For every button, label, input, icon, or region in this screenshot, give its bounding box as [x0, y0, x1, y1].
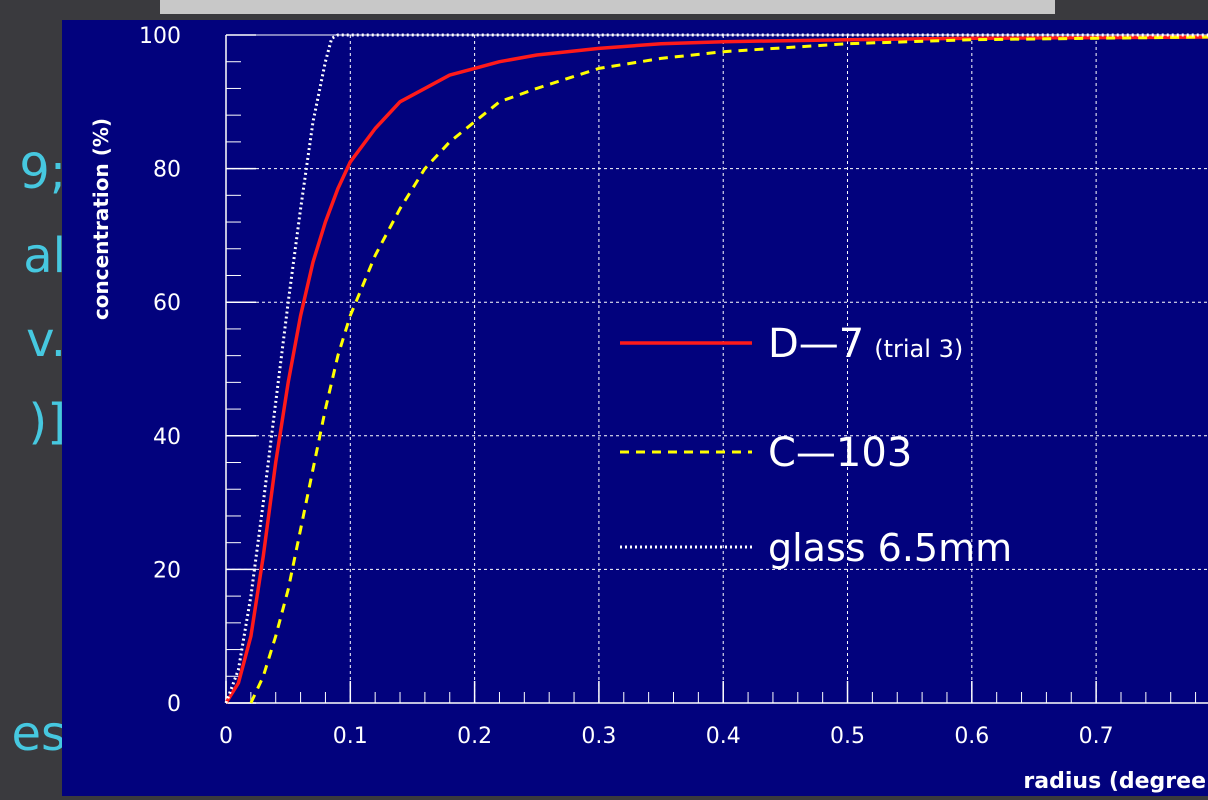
series-line-0	[226, 37, 1208, 703]
x-tick-label: 0.3	[581, 724, 616, 749]
side-text-fragment: es	[11, 710, 66, 758]
chart-legend: D—7 (trial 3) C—103 glass 6.5mm	[620, 321, 1012, 570]
background-slide-text: 9; al v. )] es	[0, 0, 70, 796]
side-text-fragment: )]	[29, 398, 66, 446]
legend-label: glass 6.5mm	[768, 526, 1012, 570]
x-tick-label: 0	[219, 724, 233, 749]
series-line-2	[226, 35, 1208, 703]
side-text-fragment: v.	[26, 316, 66, 364]
x-tick-label: 0.6	[954, 724, 989, 749]
y-tick-label: 0	[167, 692, 181, 717]
series-line-1	[251, 37, 1208, 703]
y-tick-label: 60	[153, 291, 181, 316]
x-tick-label: 0.1	[333, 724, 368, 749]
legend-label: C—103	[768, 430, 912, 476]
y-tick-label: 40	[153, 425, 181, 450]
chart-panel: 0 0.1 0.2 0.3 0.4 0.5 0.6 0.7 0 20 40 60 80 100 concen…	[62, 20, 1208, 796]
y-axis-label: concentration (%)	[89, 118, 113, 320]
side-text-fragment: al	[23, 232, 66, 280]
legend-label-note: (trial 3)	[874, 335, 963, 363]
legend-label: D—7 (trial 3)	[768, 321, 963, 367]
x-tick-label: 0.5	[830, 724, 865, 749]
side-text-fragment: 9;	[19, 148, 66, 196]
x-axis-label: radius (degree	[1023, 769, 1206, 794]
x-tick-label: 0.4	[706, 724, 741, 749]
y-tick-label: 20	[153, 558, 181, 583]
concentration-chart: 0 0.1 0.2 0.3 0.4 0.5 0.6 0.7 0 20 40 60 80 100 concen…	[62, 20, 1208, 796]
background-title-bar	[160, 0, 1055, 14]
x-tick-label: 0.2	[457, 724, 492, 749]
y-tick-label: 80	[153, 158, 181, 183]
x-tick-label: 0.7	[1079, 724, 1114, 749]
y-tick-label: 100	[139, 24, 181, 49]
